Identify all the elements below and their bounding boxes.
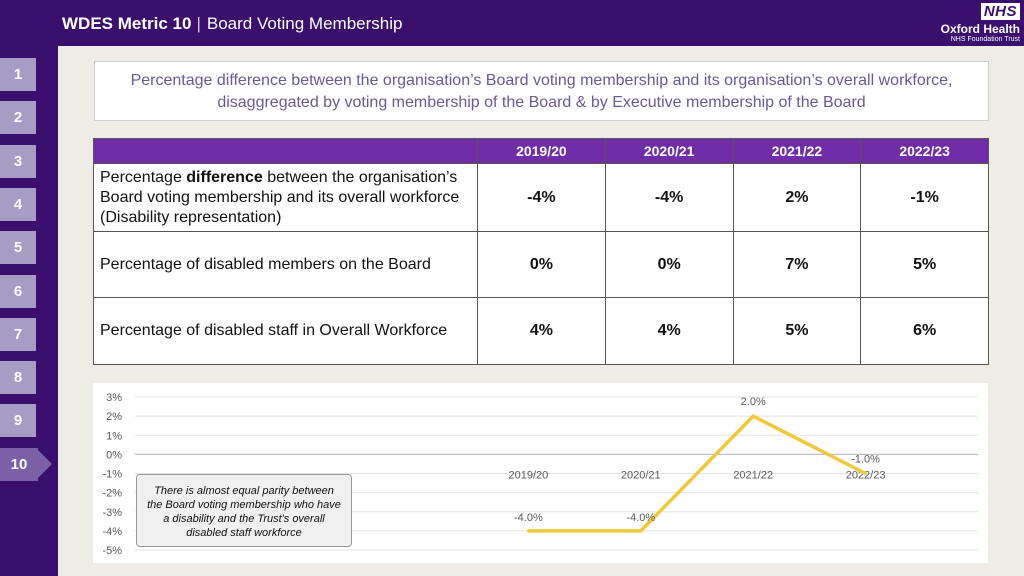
table-cell: 5%	[860, 231, 989, 298]
column-header: 2021/22	[732, 138, 862, 164]
table-cell: 2%	[732, 163, 862, 232]
table-row: Percentage of disabled staff in Overall …	[93, 297, 989, 365]
slide-nav-item-8[interactable]: 8	[0, 361, 36, 395]
nhs-logo: NHS Oxford Health NHS Foundation Trust	[928, 3, 1020, 44]
column-header: 2019/20	[477, 138, 606, 164]
slide-nav-item-7[interactable]: 7	[0, 317, 36, 351]
table-cell: 6%	[860, 297, 989, 365]
slide-nav-item-3[interactable]: 3	[0, 144, 36, 178]
slide-nav-label: 6	[13, 282, 23, 300]
table-cell: -4%	[604, 163, 734, 232]
subtitle-box: Percentage difference between the organi…	[94, 61, 989, 121]
row-label-workforce: Percentage of disabled staff in Overall …	[93, 297, 478, 365]
slide-nav-label: 9	[13, 412, 23, 430]
active-slide-arrow	[36, 447, 52, 480]
slide-nav-label: 4	[13, 195, 23, 213]
slide-nav-item-4[interactable]: 4	[0, 187, 36, 221]
trust-name: Oxford Health	[940, 22, 1020, 36]
table-cell: 0%	[477, 231, 606, 298]
table-row: Percentage of disabled members on the Bo…	[93, 231, 989, 298]
slide-nav-label: 3	[13, 152, 23, 170]
nhs-badge: NHS	[980, 3, 1020, 20]
subtitle-line-2: disaggregated by voting membership of th…	[217, 94, 866, 111]
slide-nav-label: 1	[13, 66, 23, 83]
metric-title: Board Voting Membership	[206, 14, 403, 33]
table-cell: 4%	[477, 297, 606, 365]
data-point	[639, 529, 643, 533]
slide-nav-label: 8	[13, 369, 23, 387]
data-point	[526, 529, 530, 533]
table-cell: 5%	[732, 297, 862, 365]
slide-nav-item-5[interactable]: 5	[0, 231, 36, 265]
column-header: 2022/23	[860, 138, 989, 164]
y-tick-label: -4%	[102, 526, 122, 538]
y-tick-label: 1%	[106, 430, 122, 442]
table-cell: 4%	[604, 297, 734, 365]
slide-nav-item-2[interactable]: 2	[0, 101, 36, 135]
metric-label: WDES Metric 10	[62, 14, 192, 33]
page-title: WDES Metric 10 | Board Voting Membership	[62, 14, 402, 34]
row-label-part: Percentage	[100, 168, 187, 186]
line-chart-svg: 3% 2% 1% 0% -1% -2% -3% -4% -5% 2019/20 2020/21 202…	[102, 392, 978, 557]
table-cell: -1%	[860, 163, 989, 232]
column-header: 2020/21	[604, 138, 734, 164]
row-label-difference: Percentage difference between the organi…	[93, 163, 478, 232]
slide-nav-item-10[interactable]: 10	[0, 447, 52, 481]
slide-nav-item-1[interactable]: 1	[0, 58, 36, 91]
y-tick-label: 2%	[106, 411, 122, 423]
data-label: -1.0%	[851, 454, 880, 466]
x-tick-label: 2021/22	[733, 469, 773, 481]
row-label-emphasis: difference	[186, 168, 263, 186]
table-row: Percentage difference between the organi…	[93, 163, 989, 232]
slide-nav-sidebar	[0, 46, 58, 576]
row-label-board: Percentage of disabled members on the Bo…	[93, 231, 478, 298]
table-cell: 7%	[732, 231, 862, 298]
y-tick-label: -1%	[102, 469, 122, 481]
table-cell: 0%	[604, 231, 734, 298]
data-label: -4.0%	[514, 512, 543, 524]
table-corner-cell	[93, 138, 478, 164]
data-point	[751, 414, 755, 418]
y-tick-label: -2%	[102, 488, 122, 500]
slide-nav-label: 7	[13, 325, 23, 343]
table-header-row: 2019/20 2020/21 2021/22 2022/23	[93, 138, 989, 164]
y-tick-label: 3%	[106, 392, 122, 404]
subtitle-line-1: Percentage difference between the organi…	[130, 72, 953, 89]
data-point	[864, 472, 868, 475]
x-tick-label: 2020/21	[621, 469, 661, 481]
header-bar: WDES Metric 10 | Board Voting Membership N…	[0, 0, 1024, 46]
trust-subname: NHS Foundation Trust	[950, 36, 1020, 43]
metrics-table: 2019/20 2020/21 2021/22 2022/23 Percenta…	[93, 138, 989, 365]
slide-nav-label: 10	[10, 455, 28, 473]
data-label: -4.0%	[626, 512, 655, 524]
y-tick-label: 0%	[106, 449, 122, 461]
x-tick-label: 2022/23	[846, 469, 886, 481]
series-line	[528, 414, 867, 533]
title-separator: |	[196, 14, 201, 33]
y-tick-label: -3%	[102, 507, 122, 519]
slide-nav-label: 5	[13, 239, 23, 257]
slide-nav-item-9[interactable]: 9	[0, 404, 36, 438]
row-label-part: between the organisation’s Board voting …	[100, 168, 460, 226]
table-cell: -4%	[477, 163, 606, 232]
data-label: 2.0%	[741, 396, 766, 408]
slide-nav-label: 2	[13, 109, 23, 127]
chart-callout: There is almost equal parity between the…	[136, 474, 352, 547]
x-tick-label: 2019/20	[509, 469, 549, 481]
slide-nav-item-6[interactable]: 6	[0, 274, 36, 308]
y-tick-label: -5%	[102, 545, 122, 557]
